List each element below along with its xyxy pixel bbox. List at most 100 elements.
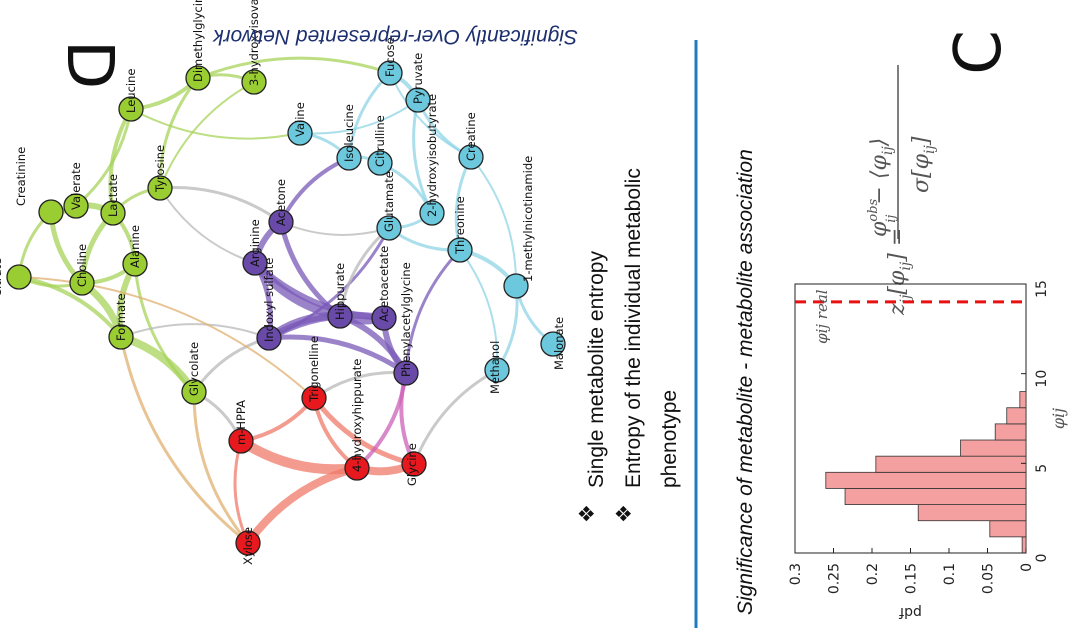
histogram-bar bbox=[1021, 536, 1027, 554]
histogram-bar bbox=[989, 520, 1027, 538]
network-node: Choline bbox=[69, 244, 95, 296]
node-circle bbox=[401, 451, 427, 477]
node-circle bbox=[371, 305, 397, 331]
network-node: Isoleucine bbox=[336, 104, 362, 171]
y-tick-label: 0.25 bbox=[827, 563, 843, 594]
network-node: Trigonelline bbox=[301, 336, 327, 411]
node-label: Formate bbox=[114, 293, 128, 341]
network-node: Acetoacetate bbox=[371, 246, 397, 331]
network-edge bbox=[158, 76, 200, 190]
node-label: 2-hydroxyisobutyrate bbox=[425, 94, 439, 217]
network-node: Pyruvate bbox=[405, 53, 431, 113]
node-label: Leucine bbox=[124, 69, 138, 113]
network-node: Valerate bbox=[63, 162, 89, 219]
node-circle bbox=[367, 150, 393, 176]
node-label: Citrulline bbox=[373, 115, 387, 167]
node-label: Indoxyl sulfate bbox=[262, 258, 276, 342]
y-tick-label: 0.15 bbox=[904, 563, 920, 594]
node-circle bbox=[376, 215, 402, 241]
node-label: Tyrosine bbox=[153, 145, 167, 193]
network-edge bbox=[120, 323, 270, 339]
network-edge bbox=[266, 334, 409, 376]
node-circle bbox=[336, 145, 362, 171]
node-circle bbox=[185, 65, 211, 91]
network-edge bbox=[252, 260, 387, 321]
node-circle bbox=[540, 331, 566, 357]
node-label: Fucose bbox=[383, 37, 397, 77]
reference-line-label: φij real bbox=[813, 289, 831, 344]
node-circle bbox=[100, 200, 126, 226]
network-node: Xylose bbox=[235, 527, 261, 565]
network-edge bbox=[267, 226, 391, 340]
node-label: Glycine bbox=[405, 443, 419, 486]
node-label: Methanol bbox=[488, 341, 502, 394]
node-label: Isoleucine bbox=[342, 104, 356, 162]
node-circle bbox=[268, 209, 294, 235]
network-edge bbox=[18, 276, 315, 399]
node-circle bbox=[327, 303, 353, 329]
network-edge bbox=[412, 368, 499, 466]
node-label: m-HPPA bbox=[234, 400, 248, 445]
network-edge bbox=[279, 156, 351, 224]
node-circle bbox=[256, 325, 282, 351]
network-edge bbox=[133, 262, 196, 394]
network-edge bbox=[17, 275, 123, 339]
node-circle bbox=[301, 385, 327, 411]
histogram-bar bbox=[1019, 391, 1027, 409]
network-node: Threonine bbox=[447, 196, 473, 263]
node-label: Glutamate bbox=[382, 171, 396, 232]
network-edge bbox=[404, 248, 462, 375]
node-circle bbox=[241, 69, 267, 95]
node-circle bbox=[38, 199, 64, 225]
network-node: Glutamate bbox=[376, 171, 402, 241]
node-label: 3-hydroxyisovalerate bbox=[247, 0, 261, 86]
node-label: Creatinine bbox=[14, 147, 28, 206]
network-node: Creatinine bbox=[14, 147, 64, 225]
x-axis-label: φij bbox=[1049, 408, 1068, 429]
network-node: Leucine bbox=[118, 69, 144, 122]
network-node: Lactate bbox=[100, 174, 126, 226]
histogram-bar bbox=[844, 488, 1027, 505]
network-edge bbox=[130, 108, 301, 140]
histogram-bar bbox=[875, 455, 1027, 473]
panel-letter-d: D bbox=[52, 40, 126, 89]
network-edge bbox=[236, 436, 362, 475]
node-circle bbox=[147, 175, 173, 201]
node-label: Phenylacetylglycine bbox=[399, 262, 413, 377]
node-label: Glycolate bbox=[187, 342, 201, 396]
significance-heading: Significance of metabolite - metabolite … bbox=[734, 149, 757, 615]
network-node: Creatine bbox=[458, 112, 484, 170]
network-edge bbox=[470, 156, 518, 287]
node-label: Lactate bbox=[106, 174, 120, 217]
histogram-bar bbox=[960, 439, 1027, 457]
node-circle bbox=[287, 120, 313, 146]
node-circle bbox=[447, 237, 473, 263]
bullet-2-text: Entropy of the individual metabolic bbox=[622, 168, 645, 488]
node-circle bbox=[484, 357, 510, 383]
x-tick-label: 0 bbox=[1034, 554, 1050, 563]
network-node: Phenylacetylglycine bbox=[393, 262, 419, 386]
y-tick-label: 0 bbox=[1019, 563, 1035, 572]
network-node: Glycolate bbox=[181, 342, 207, 405]
network-node: Arginine bbox=[242, 219, 268, 276]
node-label: Choline bbox=[75, 244, 89, 287]
node-label: Threonine bbox=[453, 196, 467, 255]
network-edge bbox=[192, 390, 250, 545]
network-edge bbox=[412, 98, 434, 215]
network-node: 4-hydroxyhippurate bbox=[344, 359, 370, 481]
bullet-2-symbol: ❖ bbox=[613, 504, 636, 523]
y-tick-label: 0.2 bbox=[865, 563, 881, 585]
network-node: Alanine bbox=[122, 225, 148, 277]
network-edge bbox=[239, 396, 316, 443]
network-node: Dimethylglycine bbox=[185, 0, 211, 91]
histogram-bar bbox=[917, 504, 1027, 522]
node-circle bbox=[228, 428, 254, 454]
network-edge bbox=[159, 81, 255, 189]
node-circle bbox=[69, 270, 95, 296]
network-node: Valine bbox=[287, 102, 313, 146]
network-node: 1-methylnicotinamide bbox=[503, 156, 535, 299]
network-edge bbox=[196, 56, 392, 80]
x-tick-label: 5 bbox=[1034, 464, 1050, 473]
node-circle bbox=[393, 360, 419, 386]
